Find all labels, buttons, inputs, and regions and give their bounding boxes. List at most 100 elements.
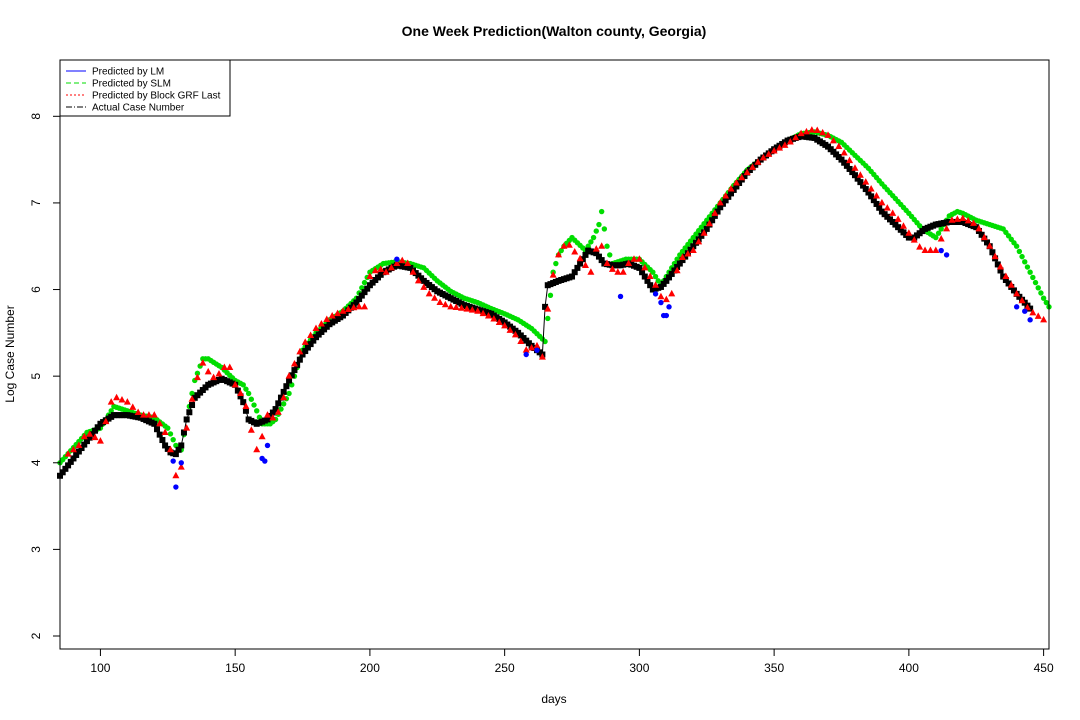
data-point bbox=[666, 274, 673, 281]
data-point bbox=[177, 463, 185, 470]
data-point bbox=[237, 389, 245, 396]
data-point bbox=[646, 272, 654, 280]
data-point bbox=[986, 242, 994, 249]
data-point bbox=[938, 247, 944, 254]
data-point bbox=[608, 265, 616, 272]
data-point bbox=[878, 198, 886, 206]
data-point bbox=[166, 445, 174, 453]
data-point bbox=[749, 163, 757, 170]
data-point bbox=[312, 324, 320, 332]
data-point bbox=[253, 445, 261, 453]
data-point bbox=[304, 344, 311, 351]
data-point bbox=[170, 436, 176, 443]
data-point bbox=[574, 264, 581, 271]
series-predicted-by-lm bbox=[170, 247, 1033, 490]
data-point bbox=[741, 173, 748, 180]
data-point bbox=[544, 305, 552, 312]
data-point bbox=[506, 326, 514, 333]
data-point bbox=[134, 408, 142, 416]
data-point bbox=[118, 395, 126, 403]
data-point bbox=[835, 142, 843, 149]
data-point bbox=[759, 153, 767, 161]
data-point bbox=[173, 484, 179, 490]
data-point bbox=[856, 171, 864, 178]
data-point bbox=[468, 306, 476, 313]
data-point bbox=[1032, 279, 1039, 286]
data-point bbox=[447, 302, 455, 310]
data-point bbox=[959, 214, 967, 222]
data-point bbox=[970, 219, 978, 226]
data-point bbox=[1019, 253, 1025, 260]
data-point bbox=[1027, 317, 1033, 323]
data-point bbox=[243, 386, 249, 392]
data-point bbox=[921, 246, 929, 254]
data-point bbox=[264, 442, 271, 449]
data-point bbox=[301, 338, 309, 345]
data-point bbox=[358, 292, 365, 299]
data-point bbox=[700, 229, 708, 236]
data-point bbox=[743, 168, 751, 176]
data-point bbox=[873, 191, 881, 199]
data-point bbox=[1040, 315, 1048, 323]
data-point bbox=[248, 396, 255, 402]
data-point bbox=[274, 408, 282, 415]
data-point bbox=[673, 266, 681, 274]
data-point bbox=[984, 239, 991, 246]
data-point bbox=[841, 159, 848, 166]
data-point bbox=[938, 226, 944, 232]
y-axis-label: Log Case Number bbox=[3, 305, 17, 402]
data-point bbox=[829, 136, 837, 144]
data-point bbox=[339, 307, 347, 314]
data-point bbox=[614, 268, 622, 275]
data-point bbox=[264, 411, 272, 418]
data-point bbox=[382, 268, 390, 275]
data-point bbox=[242, 407, 249, 414]
data-point bbox=[67, 458, 74, 465]
y-tick-label: 2 bbox=[29, 632, 43, 639]
data-point bbox=[91, 433, 99, 441]
data-point bbox=[350, 303, 358, 311]
data-point bbox=[414, 276, 422, 284]
series-predicted-by-block-grf-last bbox=[64, 126, 1048, 479]
data-point bbox=[598, 208, 605, 215]
data-point bbox=[840, 149, 848, 156]
data-point bbox=[286, 390, 292, 397]
data-point bbox=[714, 208, 721, 215]
data-point bbox=[264, 416, 271, 423]
data-point bbox=[204, 367, 212, 375]
data-point bbox=[162, 442, 169, 449]
data-point bbox=[425, 289, 433, 297]
data-point bbox=[598, 242, 606, 249]
data-point bbox=[560, 242, 568, 249]
data-point bbox=[868, 193, 875, 200]
data-point bbox=[765, 150, 773, 157]
data-point bbox=[860, 182, 867, 189]
data-point bbox=[571, 248, 579, 255]
data-point bbox=[571, 269, 578, 276]
data-point bbox=[662, 295, 670, 303]
data-point bbox=[522, 346, 530, 353]
data-point bbox=[932, 246, 940, 254]
legend-box bbox=[59, 59, 231, 117]
data-point bbox=[650, 269, 656, 275]
data-point bbox=[553, 260, 559, 267]
data-point bbox=[916, 243, 924, 250]
data-point bbox=[592, 245, 600, 252]
data-point bbox=[558, 247, 564, 254]
data-point bbox=[579, 256, 586, 263]
data-point bbox=[978, 231, 985, 238]
data-point bbox=[994, 261, 1001, 268]
y-tick-label: 7 bbox=[29, 199, 43, 206]
data-point bbox=[501, 321, 509, 329]
data-point bbox=[1034, 312, 1042, 319]
data-point bbox=[905, 229, 913, 236]
data-point bbox=[240, 382, 246, 388]
data-point bbox=[781, 141, 789, 148]
data-point bbox=[666, 304, 672, 310]
data-point bbox=[156, 419, 164, 427]
data-point bbox=[601, 226, 608, 232]
data-point bbox=[953, 215, 961, 222]
data-point bbox=[86, 430, 94, 437]
data-point bbox=[996, 263, 1004, 270]
x-tick-label: 100 bbox=[90, 661, 110, 675]
